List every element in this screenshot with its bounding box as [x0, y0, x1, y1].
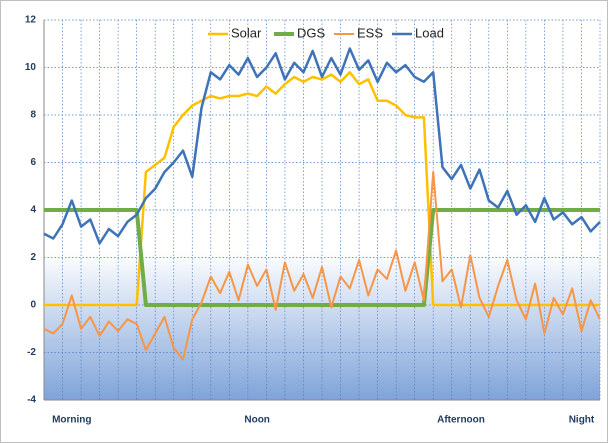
y-tick-label: 12	[25, 15, 37, 26]
y-tick-label: 0	[30, 300, 36, 311]
y-tick-label: -2	[27, 347, 36, 358]
series-line	[44, 71, 600, 307]
y-tick-label: 4	[30, 205, 36, 216]
y-tick-label: -4	[27, 395, 36, 406]
y-tick-label: 2	[30, 252, 36, 263]
legend-label: ESS	[357, 25, 383, 40]
x-tick-label: Night	[569, 415, 595, 426]
legend-label: Load	[415, 25, 444, 40]
x-tick-label: Morning	[52, 415, 91, 426]
legend-label: DGS	[297, 25, 326, 40]
series-line	[43, 171, 601, 361]
series-line	[44, 208, 600, 307]
legend-label: Solar	[231, 25, 262, 40]
series-line	[43, 47, 601, 245]
x-tick-label: Afternoon	[437, 415, 485, 426]
y-tick-label: 8	[30, 110, 36, 121]
x-tick-label: Noon	[244, 415, 270, 426]
y-tick-label: 10	[25, 62, 37, 73]
y-tick-label: 6	[30, 157, 36, 168]
